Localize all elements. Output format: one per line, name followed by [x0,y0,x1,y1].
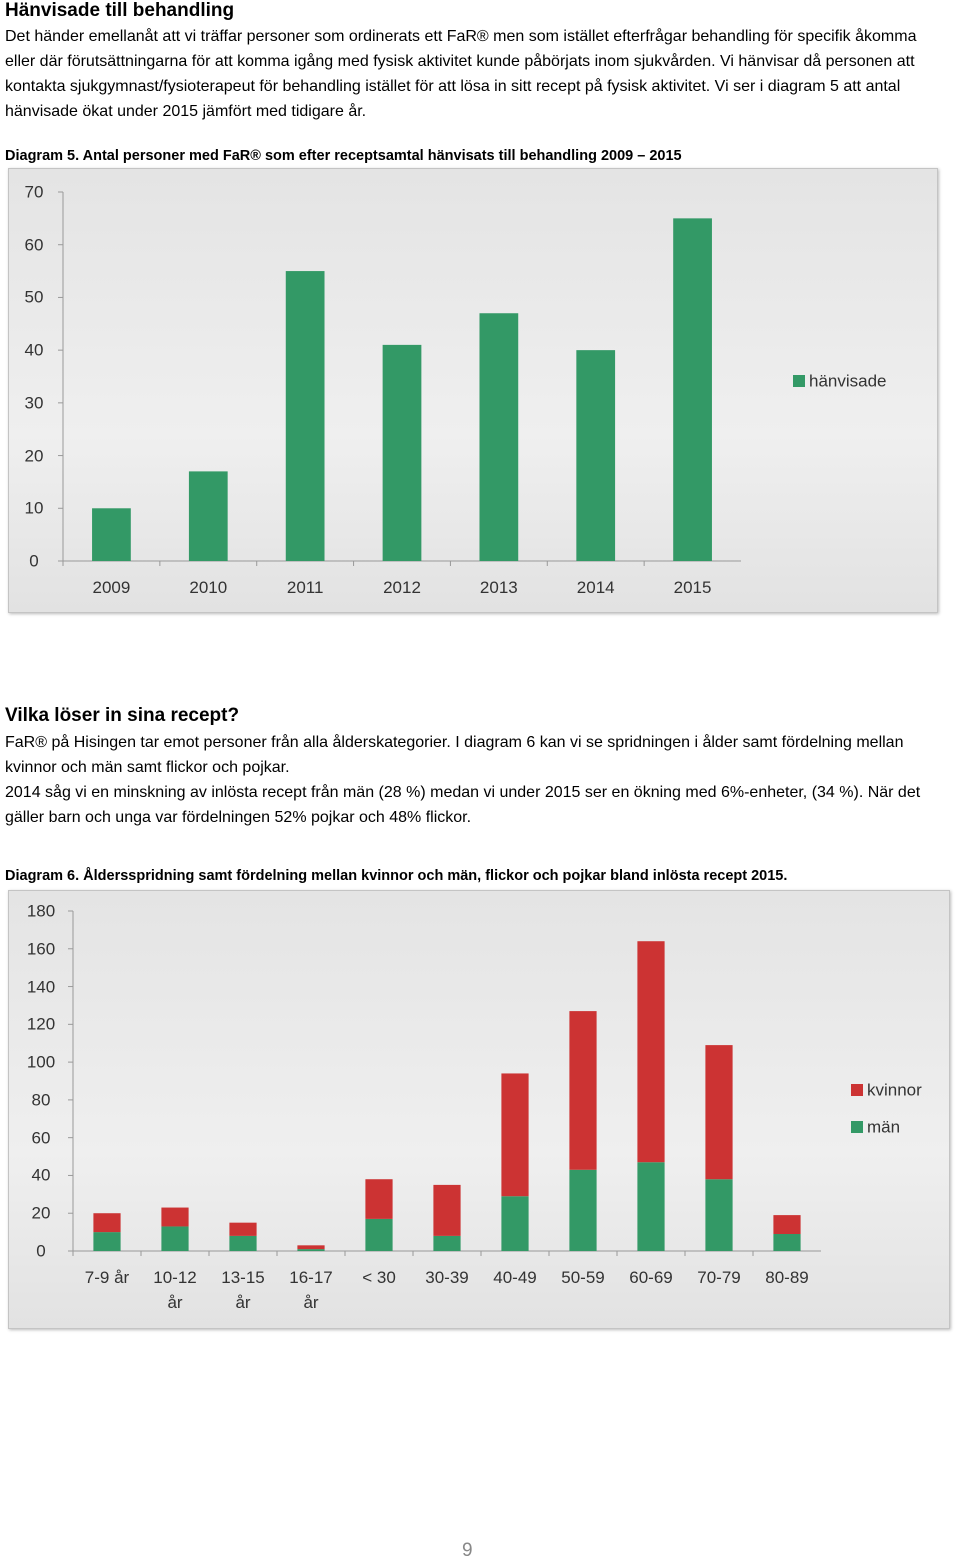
legend-swatch [793,375,805,387]
x-tick-label: 80-89 [765,1268,809,1287]
x-tick-label: 40-49 [493,1268,537,1287]
chart: 0 20 40 60 80 100 120 140 160 180 7-9 år 10-12 år 13… [8,890,950,1329]
x-tick-label: 2012 [383,578,421,597]
x-tick-label: 7-9 år [84,1268,130,1287]
x-tick-label: 2011 [286,578,324,597]
bar [501,1073,529,1197]
bar [93,1232,121,1251]
bar [297,1249,325,1251]
bar [229,1235,257,1251]
y-tick-label: 160 [26,939,56,959]
y-tick-label: 80 [31,1090,51,1110]
bar [569,1011,597,1170]
legend-swatch [851,1121,863,1133]
bar [637,941,665,1163]
legend-swatch [851,1084,863,1096]
bar [93,1213,121,1233]
y-tick-label: 10 [24,498,44,518]
bar [479,313,519,561]
y-tick-label: 40 [31,1165,51,1185]
bar [285,271,325,561]
bar [188,471,228,561]
x-tick-label: 2010 [189,578,228,597]
bar [161,1226,189,1251]
bar [92,508,131,561]
heading: Hänvisade till behandling [5,0,235,21]
y-tick-label: 60 [31,1128,51,1148]
paragraph: 2014 såg vi en minskning av inlösta rece… [5,784,921,826]
y-tick-label: 70 [24,182,44,202]
legend-label: kvinnor [867,1080,922,1100]
caption: Diagram 5. Antal personer med FaR® som e… [5,148,682,164]
bar [433,1184,461,1236]
paragraph: Det händer emellanåt att vi träffar pers… [5,28,917,120]
x-tick-label: 30-39 [425,1268,469,1287]
y-tick-label: 60 [24,235,44,255]
bar [637,1162,665,1251]
chart: 0 10 20 30 40 50 60 70 2009 2010 2011 2012 2013 2014 2… [8,168,938,613]
y-tick-label: 0 [29,551,39,571]
x-tick-label: 2013 [479,578,518,597]
bar [365,1218,393,1251]
y-tick-label: 140 [26,977,56,997]
y-tick-label: 180 [26,901,56,921]
x-tick-label: 16-17 år [289,1268,333,1312]
plot [58,191,805,566]
bar [501,1196,529,1251]
bar [576,350,616,561]
x-tick-label: 10-12 år [153,1268,197,1312]
page-number: 9 [462,1540,473,1561]
x-tick-label: 70-79 [697,1268,741,1287]
caption: Diagram 6. Åldersspridning samt fördelni… [5,868,788,884]
bar [773,1215,801,1234]
bar [773,1234,801,1251]
heading: Vilka löser in sina recept? [5,705,240,726]
bar [705,1045,733,1180]
x-tick-label: < 30 [362,1268,396,1287]
bar [569,1169,597,1251]
x-tick-label: 60-69 [629,1268,673,1287]
legend-label: hänvisade [809,371,887,391]
y-tick-label: 50 [24,287,44,307]
y-tick-label: 100 [26,1052,56,1072]
legend-label: män [867,1117,901,1137]
bar [673,218,712,561]
bar [365,1179,393,1219]
bar [433,1235,461,1251]
bar [161,1207,189,1227]
bar [382,344,422,561]
bar [705,1179,733,1251]
paragraph: FaR® på Hisingen tar emot personer från … [5,734,904,776]
x-tick-label: 2014 [576,578,615,597]
y-tick-label: 20 [24,446,44,466]
y-tick-label: 0 [36,1241,46,1261]
bar [297,1245,325,1250]
x-tick-label: 2009 [92,578,131,597]
y-tick-label: 120 [26,1014,56,1034]
y-tick-label: 20 [31,1203,51,1223]
x-tick-label: 2015 [673,578,712,597]
bar [229,1222,257,1236]
x-tick-label: 50-59 [561,1268,605,1287]
plot [68,910,863,1256]
y-tick-label: 40 [24,340,44,360]
y-tick-label: 30 [24,393,44,413]
x-tick-label: 13-15 år [221,1268,265,1312]
